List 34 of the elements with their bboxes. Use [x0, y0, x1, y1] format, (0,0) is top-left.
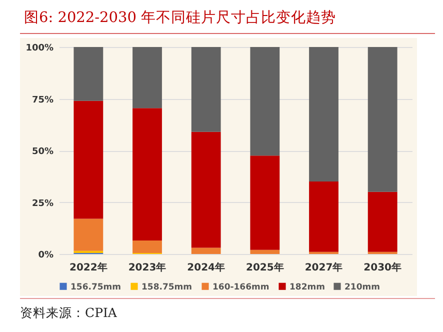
text: 资料来源：CPIA [20, 298, 435, 322]
bar [309, 47, 338, 182]
bar [191, 132, 221, 248]
bar [132, 47, 162, 108]
bar [368, 47, 398, 192]
bar [250, 47, 280, 156]
legend-label: 160-166mm [212, 282, 270, 292]
bar [250, 156, 280, 250]
bar [74, 100, 104, 219]
y-tick-label: 50% [32, 147, 54, 157]
bar [191, 47, 221, 132]
x-tick-label: 2024年 [187, 262, 226, 274]
x-tick-label: 2027年 [304, 262, 343, 274]
bar [368, 192, 398, 252]
bar [250, 250, 280, 254]
legend-label: 158.75mm [142, 282, 192, 292]
bar [74, 47, 104, 101]
x-tick-label: 2023年 [128, 262, 166, 274]
legend-label: 210mm [344, 282, 380, 292]
y-tick-label: 0% [38, 250, 54, 260]
y-tick-label: 25% [32, 198, 54, 209]
bar [309, 182, 338, 252]
y-tick-label: 75% [32, 95, 54, 106]
y-tick-label: 100% [26, 44, 54, 54]
bar [132, 108, 162, 241]
bar [132, 240, 162, 253]
x-tick-label: 2025年 [246, 262, 284, 274]
legend-label: 156.75mm [70, 282, 122, 292]
x-tick-label: 2022年 [69, 262, 108, 274]
bar [191, 248, 221, 254]
x-tick-label: 2030年 [364, 262, 402, 274]
bar [74, 218, 104, 251]
legend-label: 182mm [290, 282, 326, 292]
chart-title: 图6: 2022-2030 年不同硅片尺寸占比变化趋势 [20, 4, 435, 34]
